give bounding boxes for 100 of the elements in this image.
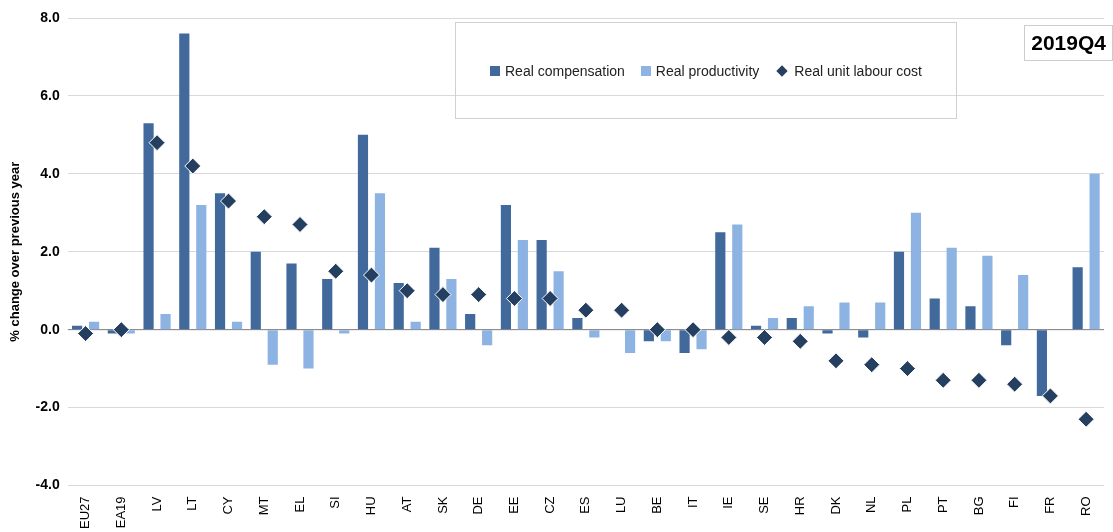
bar <box>410 321 421 330</box>
bar <box>231 321 243 330</box>
bar <box>624 330 636 354</box>
x-tick-label: LU <box>613 496 629 514</box>
annotation: 2019Q4 <box>1024 25 1113 61</box>
y-tick-label: -4.0 <box>35 476 60 493</box>
bar <box>214 193 226 330</box>
bar <box>196 204 207 330</box>
point <box>934 371 952 389</box>
point <box>827 352 845 370</box>
bar <box>500 204 511 330</box>
x-tick-label: IE <box>720 496 736 509</box>
bar <box>143 123 154 330</box>
y-tick-label: 6.0 <box>40 86 60 103</box>
bar <box>732 224 743 330</box>
bar <box>822 330 833 334</box>
bar <box>803 306 814 330</box>
point <box>720 328 738 346</box>
point <box>541 289 559 307</box>
bar <box>589 330 600 338</box>
y-tick-label: -2.0 <box>35 398 60 415</box>
bar <box>839 302 850 330</box>
bar <box>946 247 957 330</box>
x-tick-label: LV <box>148 496 164 512</box>
bar <box>465 314 476 330</box>
bar <box>429 247 440 330</box>
point <box>291 215 309 233</box>
bar <box>160 314 171 330</box>
point <box>791 332 809 350</box>
point <box>970 371 988 389</box>
bar <box>374 193 386 330</box>
x-tick-label: HR <box>791 496 807 516</box>
bar <box>88 321 100 330</box>
x-tick-label: HU <box>363 496 379 516</box>
x-tick-label: BE <box>648 496 664 514</box>
x-tick-label: EE <box>505 496 521 514</box>
legend-label: Real productivity <box>655 62 760 79</box>
bar <box>1089 173 1100 330</box>
point <box>77 325 95 343</box>
y-tick-label: 4.0 <box>40 164 60 181</box>
y-tick-label: 2.0 <box>40 242 60 259</box>
bar <box>982 255 993 330</box>
point <box>863 356 881 374</box>
bar <box>536 240 547 330</box>
point <box>184 157 202 175</box>
bar <box>1072 267 1083 330</box>
bar <box>965 306 976 330</box>
point <box>898 360 916 378</box>
bar <box>179 33 190 330</box>
y-tick-label: 8.0 <box>40 8 60 25</box>
x-tick-label: FI <box>1006 496 1022 509</box>
bar <box>572 317 583 330</box>
x-tick-label: NL <box>863 496 879 514</box>
bar <box>893 251 905 330</box>
x-tick-label: EU27 <box>77 496 93 530</box>
bar <box>679 330 690 354</box>
x-tick-label: PL <box>899 496 915 513</box>
bar <box>517 240 528 330</box>
x-tick-label: LT <box>184 496 200 511</box>
point <box>327 262 345 280</box>
point <box>434 286 452 304</box>
bar <box>446 279 457 330</box>
bar <box>250 251 261 330</box>
point <box>505 289 523 307</box>
bar <box>715 232 726 330</box>
x-tick-label: PT <box>934 496 950 514</box>
bar <box>339 330 350 334</box>
point <box>1006 375 1024 393</box>
bar <box>322 279 333 330</box>
x-tick-label: IT <box>684 496 700 509</box>
point <box>684 321 702 339</box>
bar <box>357 134 369 330</box>
bar <box>303 330 314 369</box>
point <box>1041 387 1059 405</box>
x-tick-label: FR <box>1041 496 1057 514</box>
legend-label: Real unit labour cost <box>794 62 922 79</box>
x-tick-label: DK <box>827 496 843 515</box>
bar <box>875 302 886 330</box>
point <box>577 301 595 319</box>
y-tick-label: 0.0 <box>40 320 60 337</box>
bar <box>929 298 940 330</box>
bar <box>767 317 779 330</box>
bar <box>910 212 922 330</box>
x-tick-label: CY <box>220 496 236 515</box>
y-axis-title: % change over previous year <box>7 161 23 342</box>
x-tick-label: SI <box>327 496 343 509</box>
x-tick-label: EA19 <box>112 496 128 529</box>
bar <box>696 330 707 350</box>
x-tick-label: SK <box>434 496 450 514</box>
point <box>470 286 488 304</box>
x-tick-label: BG <box>970 496 986 516</box>
bar <box>482 330 493 346</box>
bar <box>1018 275 1029 330</box>
x-tick-label: AT <box>398 496 414 513</box>
x-tick-label: SE <box>756 496 772 514</box>
bar <box>1036 330 1048 396</box>
x-tick-label: ES <box>577 496 593 514</box>
bar <box>1001 330 1012 346</box>
point <box>255 208 273 226</box>
point <box>112 321 130 339</box>
